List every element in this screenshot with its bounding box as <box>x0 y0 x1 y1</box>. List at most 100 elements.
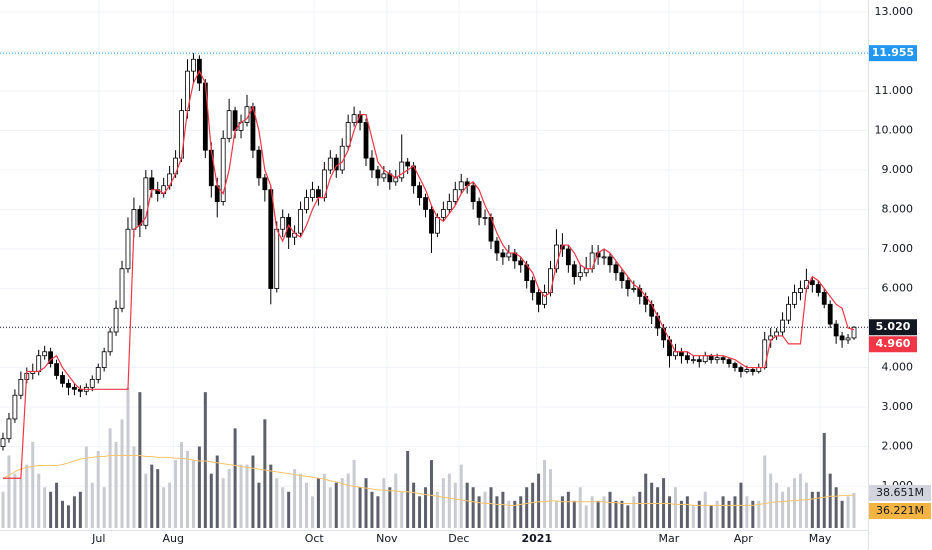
volume-bar <box>673 487 677 528</box>
volume-bar <box>245 464 249 528</box>
volume <box>1 387 856 528</box>
candle-body <box>458 181 464 191</box>
candle-body <box>476 201 482 218</box>
volume-bar <box>108 428 112 528</box>
candle-body <box>500 252 506 258</box>
candle-body <box>690 359 696 362</box>
volume-bar <box>697 500 701 528</box>
candle-body <box>298 209 303 234</box>
candle-body <box>744 369 750 372</box>
candle-body <box>18 379 24 396</box>
candle-body <box>369 157 375 171</box>
candle-body <box>149 177 155 191</box>
volume-bar <box>447 473 451 528</box>
candle-body <box>786 303 791 321</box>
volume-bar <box>203 392 207 528</box>
volume-bar <box>340 478 344 528</box>
stop-line <box>3 69 855 479</box>
volume-bar <box>834 487 838 528</box>
volume-bar <box>174 460 178 528</box>
candle-body <box>714 357 720 361</box>
volume-bar <box>293 469 297 528</box>
x-tick-label: Apr <box>734 532 754 545</box>
x-tick-label: Mar <box>659 532 680 545</box>
candle-body <box>6 418 12 440</box>
candle-body <box>625 280 631 289</box>
volume-bar <box>78 491 82 528</box>
volume-bar <box>287 491 291 528</box>
volume-bar <box>328 487 332 528</box>
volume-bar <box>138 392 142 528</box>
volume-bar <box>846 496 850 528</box>
volume-label-box <box>869 502 931 519</box>
volume-bar <box>162 487 166 528</box>
y-tick-label: 7.000 <box>882 242 914 255</box>
volume-bar <box>543 460 547 528</box>
volume-bar <box>49 491 53 528</box>
volume-bar <box>483 491 487 528</box>
volume-bar <box>388 487 392 528</box>
volume-bar <box>501 491 505 528</box>
volume-bar <box>679 500 683 528</box>
candle-body <box>280 216 286 230</box>
volume-bar <box>560 496 564 528</box>
volume-bar <box>721 496 725 528</box>
volume-bar <box>43 487 47 528</box>
volume-bar <box>13 473 17 528</box>
y-tick-label: 2.000 <box>882 440 914 453</box>
volume-bar <box>114 441 118 528</box>
volume-bar <box>489 487 493 528</box>
volume-label-box <box>869 484 931 501</box>
volume-bar <box>578 487 582 528</box>
candle-body <box>66 382 71 388</box>
volume-bar <box>120 419 124 528</box>
x-tick-label: Aug <box>162 532 183 545</box>
price-label-box <box>869 319 917 336</box>
candle-body <box>191 58 196 72</box>
volume-bar <box>632 496 636 528</box>
volume-bar <box>221 478 225 528</box>
candle-body <box>417 185 422 199</box>
candle-body <box>780 319 785 333</box>
volume-bar <box>394 473 398 528</box>
candle-body <box>542 292 547 305</box>
volume-bar <box>775 482 779 528</box>
volume-bar <box>590 496 594 528</box>
volume-bar <box>412 482 416 528</box>
candle-body <box>131 209 137 230</box>
candle-body <box>446 201 452 210</box>
volume-bar <box>299 473 303 528</box>
volume-label: 38.651M <box>876 486 924 499</box>
volume-bar <box>197 446 201 528</box>
x-tick-label: May <box>809 532 832 545</box>
candle-body <box>702 355 708 363</box>
volume-bar <box>418 496 422 528</box>
candle-body <box>607 256 613 266</box>
volume-bar <box>685 496 689 528</box>
volume-bar <box>102 487 106 528</box>
candle-body <box>262 177 268 191</box>
candle-body <box>530 280 536 293</box>
price-label: 11.955 <box>872 46 914 59</box>
volume-bar <box>650 482 654 528</box>
volume-bar <box>275 478 279 528</box>
volume-bar <box>346 473 350 528</box>
volume-bar <box>626 505 630 528</box>
volume-bar <box>400 491 404 528</box>
candle-body <box>631 288 637 290</box>
volume-bar <box>477 496 481 528</box>
volume-bar <box>251 455 255 528</box>
volume-bar <box>614 500 618 528</box>
candle-body <box>435 216 440 234</box>
volume-bar <box>209 473 213 528</box>
volume-bar <box>257 482 261 528</box>
volume-bar <box>1 491 5 528</box>
volume-bar <box>227 469 231 528</box>
volume-bar <box>239 464 243 528</box>
volume-bar <box>269 464 273 528</box>
candle-body <box>72 386 77 390</box>
volume-label: 36.221M <box>876 504 924 517</box>
volume-bar <box>382 478 386 528</box>
candle-body <box>833 323 839 337</box>
candle-body <box>809 280 815 285</box>
